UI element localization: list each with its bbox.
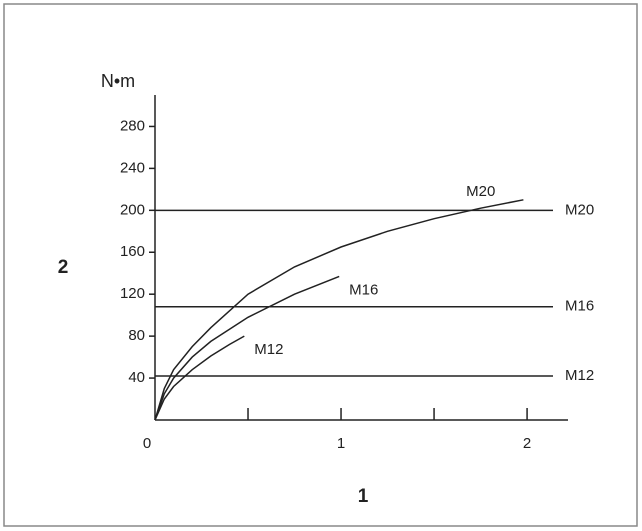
y-axis-title: 2 <box>58 257 69 278</box>
x-tick-label: 1 <box>337 435 345 452</box>
curve <box>154 199 524 421</box>
frame <box>3 3 638 527</box>
curve <box>154 275 340 421</box>
y-tick-label: 80 <box>128 327 145 344</box>
reference-label: M12 <box>565 367 594 384</box>
reference-label: M20 <box>565 201 594 218</box>
curve <box>154 335 245 421</box>
x-axis-title: 1 <box>358 486 369 507</box>
y-tick-label: 200 <box>120 201 145 218</box>
y-tick-label: 160 <box>120 243 145 260</box>
curve-label: M20 <box>466 183 495 200</box>
reference-label: M16 <box>565 298 594 315</box>
y-unit: N•m <box>101 71 135 91</box>
y-tick-label: 120 <box>120 285 145 302</box>
curve-label: M16 <box>349 281 378 298</box>
y-tick-label: 40 <box>128 369 145 386</box>
y-tick-label: 280 <box>120 117 145 134</box>
x-tick-label: 0 <box>143 435 151 452</box>
curve-label: M12 <box>254 341 283 358</box>
y-tick-label: 240 <box>120 159 145 176</box>
x-tick-label: 2 <box>523 435 531 452</box>
